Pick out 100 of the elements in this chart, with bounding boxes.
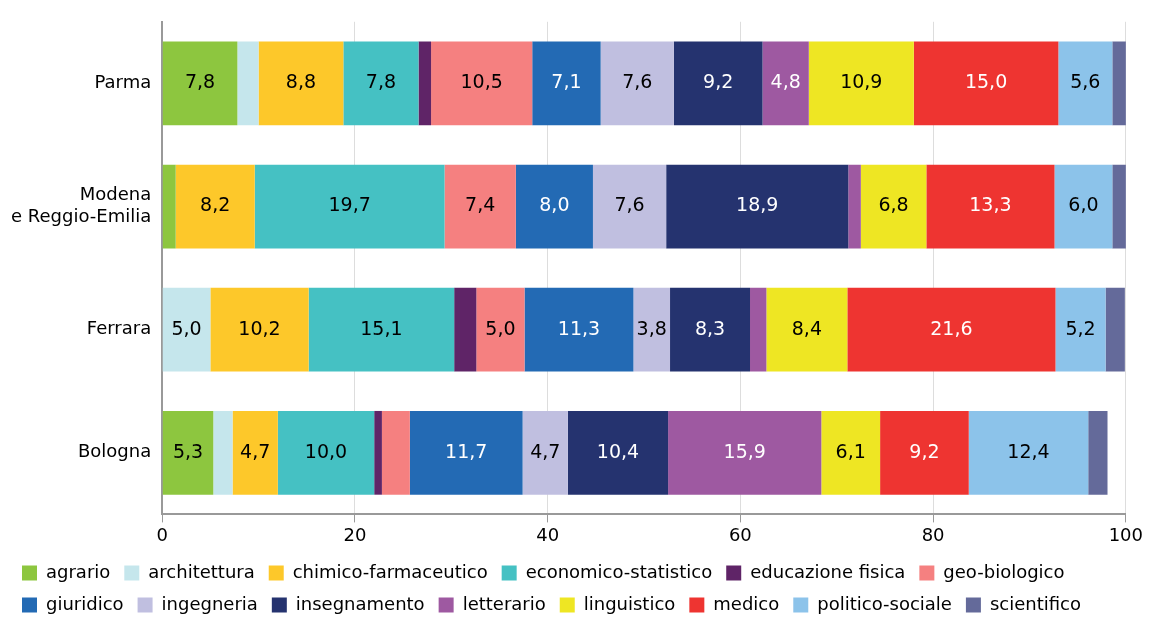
bar: [454, 287, 477, 372]
bar: [210, 287, 309, 372]
data-label: 10,4: [596, 439, 640, 462]
bar: [532, 41, 601, 126]
legend-label: giuridico: [46, 592, 124, 614]
data-label: 19,7: [328, 193, 371, 216]
data-label: 7,1: [551, 70, 582, 93]
data-label: 5,0: [485, 316, 516, 339]
data-label: 10,5: [460, 70, 503, 93]
data-label: 9,2: [909, 439, 940, 462]
data-label: 7,8: [184, 70, 216, 93]
bar: [431, 41, 533, 126]
bar: [418, 41, 432, 126]
data-label: 7,4: [465, 193, 496, 216]
data-label: 7,6: [614, 193, 645, 216]
bar: [213, 410, 233, 495]
bar: [968, 410, 1089, 495]
data-label: 7,6: [622, 70, 653, 93]
data-label: 9,2: [703, 70, 734, 93]
legend-label: educazione fisica: [750, 560, 906, 582]
bar: [524, 287, 634, 372]
bar: [258, 41, 344, 126]
data-label: 8,4: [791, 316, 822, 339]
y-tick-label: Bologna: [77, 440, 152, 462]
bar: [808, 41, 914, 126]
legend-label: insegnamento: [295, 592, 425, 614]
legend-label: geo-biologico: [943, 560, 1065, 582]
bar: [670, 287, 751, 372]
bar: [515, 164, 593, 249]
legend-label: linguistico: [583, 592, 676, 614]
data-label: 4,7: [240, 439, 271, 462]
bar: [668, 410, 822, 495]
bar: [162, 287, 211, 372]
legend-label: architettura: [148, 560, 255, 582]
legend-label: medico: [713, 592, 780, 614]
bar: [522, 410, 568, 495]
data-label: 15,1: [360, 316, 403, 339]
bar: [277, 410, 375, 495]
data-label: 10,9: [840, 70, 883, 93]
y-tick-label: Ferrara: [86, 317, 152, 339]
bar: [1055, 287, 1106, 372]
bar: [254, 164, 445, 249]
legend-label: ingegneria: [161, 592, 258, 614]
data-label: 5,6: [1070, 70, 1101, 93]
bar: [880, 410, 969, 495]
data-label: 4,7: [530, 439, 561, 462]
data-label: 5,2: [1065, 316, 1096, 339]
bar: [847, 287, 1056, 372]
data-label: 18,9: [736, 193, 779, 216]
bar: [381, 410, 410, 495]
data-label: 8,3: [694, 316, 726, 339]
legend-label: chimico-farmaceutico: [292, 560, 488, 582]
bar: [444, 164, 516, 249]
bar: [232, 410, 278, 495]
legend-label: letterario: [462, 592, 546, 614]
legend-label: agrario: [46, 560, 111, 582]
data-label: 10,0: [304, 439, 348, 462]
data-label: 5,0: [171, 316, 202, 339]
data-label: 4,8: [770, 70, 801, 93]
x-tick-label: 0: [156, 523, 168, 545]
bar: [848, 164, 861, 249]
bar: [633, 287, 671, 372]
y-tick-label: Parma: [94, 71, 152, 93]
y-tick-label: Modena e Reggio-Emilia: [11, 183, 152, 226]
data-label: 6,0: [1068, 193, 1099, 216]
bar: [926, 164, 1055, 249]
data-label: 3,8: [636, 316, 667, 339]
bar: [1088, 410, 1108, 495]
legend-label: scientifico: [989, 592, 1081, 614]
bar: [476, 287, 525, 372]
bar: [374, 410, 382, 495]
bar: [673, 41, 763, 126]
bar: [766, 287, 848, 372]
bar: [308, 287, 455, 372]
bar: [600, 41, 674, 126]
data-label: 11,3: [557, 316, 601, 339]
bar: [762, 41, 809, 126]
bar: [913, 41, 1059, 126]
data-label: 5,3: [172, 439, 204, 462]
data-label: 15,0: [964, 70, 1008, 93]
bar: [1054, 164, 1113, 249]
bar: [567, 410, 669, 495]
data-label: 15,9: [723, 439, 766, 462]
data-label: 13,3: [969, 193, 1012, 216]
data-label: 11,7: [445, 439, 488, 462]
bar: [162, 41, 238, 126]
data-label: 8,8: [285, 70, 317, 93]
bar: [162, 410, 214, 495]
x-tick-label: 100: [1108, 523, 1143, 545]
legend-label: politico-sociale: [817, 592, 952, 614]
data-label: 10,2: [238, 316, 281, 339]
bar: [592, 164, 667, 249]
x-tick-label: 60: [728, 523, 752, 545]
bar: [860, 164, 927, 249]
data-label: 6,1: [835, 439, 866, 462]
bar: [175, 164, 255, 249]
bar: [409, 410, 523, 495]
bar: [1058, 41, 1113, 126]
data-label: 12,4: [1007, 439, 1050, 462]
data-label: 8,0: [539, 193, 570, 216]
